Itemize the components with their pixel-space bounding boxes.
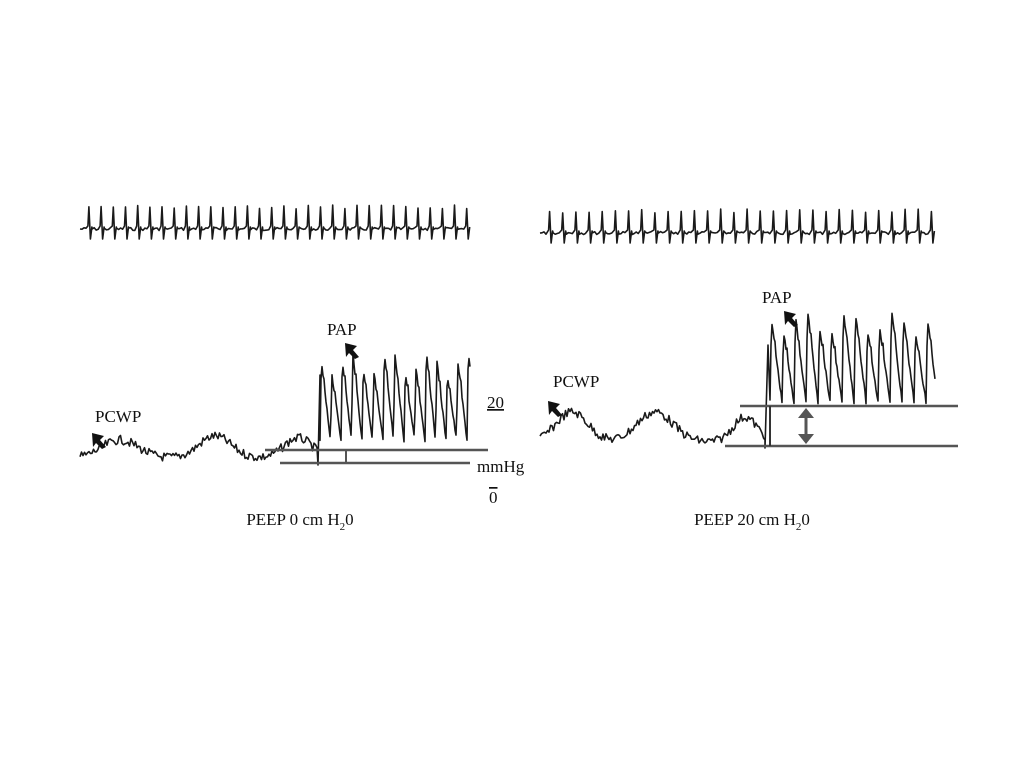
caption: PEEP 0 cm H20 [246, 510, 353, 533]
arrow-head [798, 434, 814, 444]
pointer-arrow [92, 433, 106, 449]
caption-sub: 2 [796, 521, 802, 533]
pcwp-label: PCWP [95, 407, 141, 426]
traces [79, 204, 936, 466]
caption-text: PEEP 0 cm H [246, 510, 339, 529]
pressure-trace [79, 351, 471, 466]
caption-tail: 0 [801, 510, 810, 529]
caption-text: PEEP 20 cm H [694, 510, 796, 529]
ecg-trace [539, 208, 936, 244]
scale-top: 20 [487, 393, 504, 412]
caption: PEEP 20 cm H20 [694, 510, 810, 533]
caption-sub: 2 [340, 521, 346, 533]
pointer-arrow [784, 311, 798, 327]
pointer-arrow [548, 401, 562, 417]
pap-label: PAP [327, 320, 357, 339]
pressure-trace [539, 312, 936, 449]
pointer-arrow [345, 343, 359, 359]
pcwp-label: PCWP [553, 372, 599, 391]
arrow-head [798, 408, 814, 418]
caption-tail: 0 [345, 510, 354, 529]
scale-bottom: 0 [489, 488, 498, 507]
pap-label: PAP [762, 288, 792, 307]
ecg-trace [79, 204, 471, 240]
scale-unit: mmHg [477, 457, 525, 476]
